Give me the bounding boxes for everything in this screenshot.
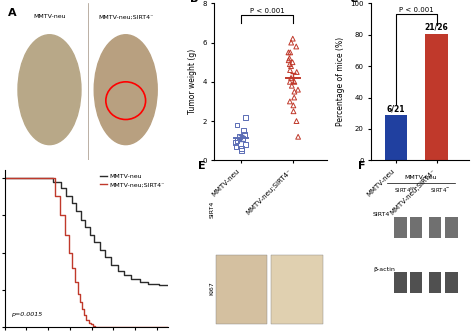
Point bbox=[288, 83, 296, 89]
Point bbox=[286, 79, 294, 85]
FancyBboxPatch shape bbox=[272, 255, 323, 324]
FancyBboxPatch shape bbox=[394, 273, 407, 293]
Point bbox=[294, 134, 302, 140]
Text: MMTV-neu: MMTV-neu bbox=[405, 175, 438, 180]
Point bbox=[286, 61, 293, 67]
Point bbox=[238, 146, 246, 151]
Text: C: C bbox=[350, 0, 358, 4]
Y-axis label: Percentage of mice (%): Percentage of mice (%) bbox=[336, 37, 345, 126]
Text: F: F bbox=[358, 161, 366, 171]
Point bbox=[292, 118, 300, 124]
Point bbox=[294, 87, 302, 92]
Text: SIRT4$^{WT}$: SIRT4$^{WT}$ bbox=[394, 186, 419, 195]
Point bbox=[232, 140, 239, 145]
Point bbox=[286, 50, 294, 55]
Point bbox=[293, 69, 301, 75]
Point bbox=[238, 148, 246, 153]
Point bbox=[290, 109, 297, 114]
FancyBboxPatch shape bbox=[445, 273, 458, 293]
Point bbox=[286, 99, 294, 104]
Point bbox=[289, 59, 296, 65]
Text: MMTV-neu;SIRT4⁻: MMTV-neu;SIRT4⁻ bbox=[98, 14, 154, 19]
FancyBboxPatch shape bbox=[445, 217, 458, 238]
Point bbox=[239, 128, 247, 134]
Point bbox=[287, 63, 295, 69]
Point bbox=[285, 50, 292, 55]
FancyBboxPatch shape bbox=[410, 273, 422, 293]
Point bbox=[290, 103, 297, 108]
FancyBboxPatch shape bbox=[216, 255, 267, 324]
Y-axis label: Tumor weight (g): Tumor weight (g) bbox=[188, 49, 197, 115]
Point bbox=[233, 122, 241, 128]
FancyBboxPatch shape bbox=[394, 217, 407, 238]
Text: P < 0.001: P < 0.001 bbox=[399, 7, 434, 13]
Point bbox=[286, 55, 293, 61]
Point bbox=[232, 144, 240, 149]
Text: SIRT4: SIRT4 bbox=[209, 201, 214, 218]
Point bbox=[291, 95, 298, 100]
Text: 21/26: 21/26 bbox=[425, 22, 448, 31]
Text: p=0.0015: p=0.0015 bbox=[11, 312, 43, 317]
FancyBboxPatch shape bbox=[410, 217, 422, 238]
Bar bbox=[384, 116, 407, 160]
Point bbox=[285, 57, 292, 63]
Text: B: B bbox=[190, 0, 198, 4]
Point bbox=[241, 132, 248, 138]
Point bbox=[233, 138, 241, 143]
Legend: MMTV-neu, MMTV-neu;SIRT4⁻: MMTV-neu, MMTV-neu;SIRT4⁻ bbox=[100, 173, 164, 187]
Point bbox=[289, 36, 297, 41]
Text: A: A bbox=[8, 8, 17, 18]
Text: MMTV-neu: MMTV-neu bbox=[33, 14, 66, 19]
Text: SIRT4$^{-}$: SIRT4$^{-}$ bbox=[430, 186, 451, 194]
Text: P < 0.001: P < 0.001 bbox=[250, 8, 284, 14]
Text: 6/21: 6/21 bbox=[387, 104, 405, 113]
Point bbox=[291, 79, 298, 85]
Text: E: E bbox=[198, 161, 206, 171]
Point bbox=[287, 40, 295, 45]
Ellipse shape bbox=[94, 35, 157, 145]
Text: β-actin: β-actin bbox=[373, 268, 395, 273]
Ellipse shape bbox=[18, 35, 81, 145]
Point bbox=[287, 75, 295, 80]
Text: Ki67: Ki67 bbox=[209, 281, 214, 295]
Point bbox=[236, 134, 243, 140]
Point bbox=[242, 142, 249, 147]
Point bbox=[239, 136, 246, 141]
Point bbox=[291, 89, 298, 94]
Text: SIRT4: SIRT4 bbox=[373, 212, 390, 217]
Bar bbox=[425, 33, 448, 160]
Point bbox=[292, 44, 300, 49]
FancyBboxPatch shape bbox=[429, 217, 441, 238]
Point bbox=[286, 67, 294, 73]
FancyBboxPatch shape bbox=[429, 273, 441, 293]
Point bbox=[242, 115, 249, 120]
